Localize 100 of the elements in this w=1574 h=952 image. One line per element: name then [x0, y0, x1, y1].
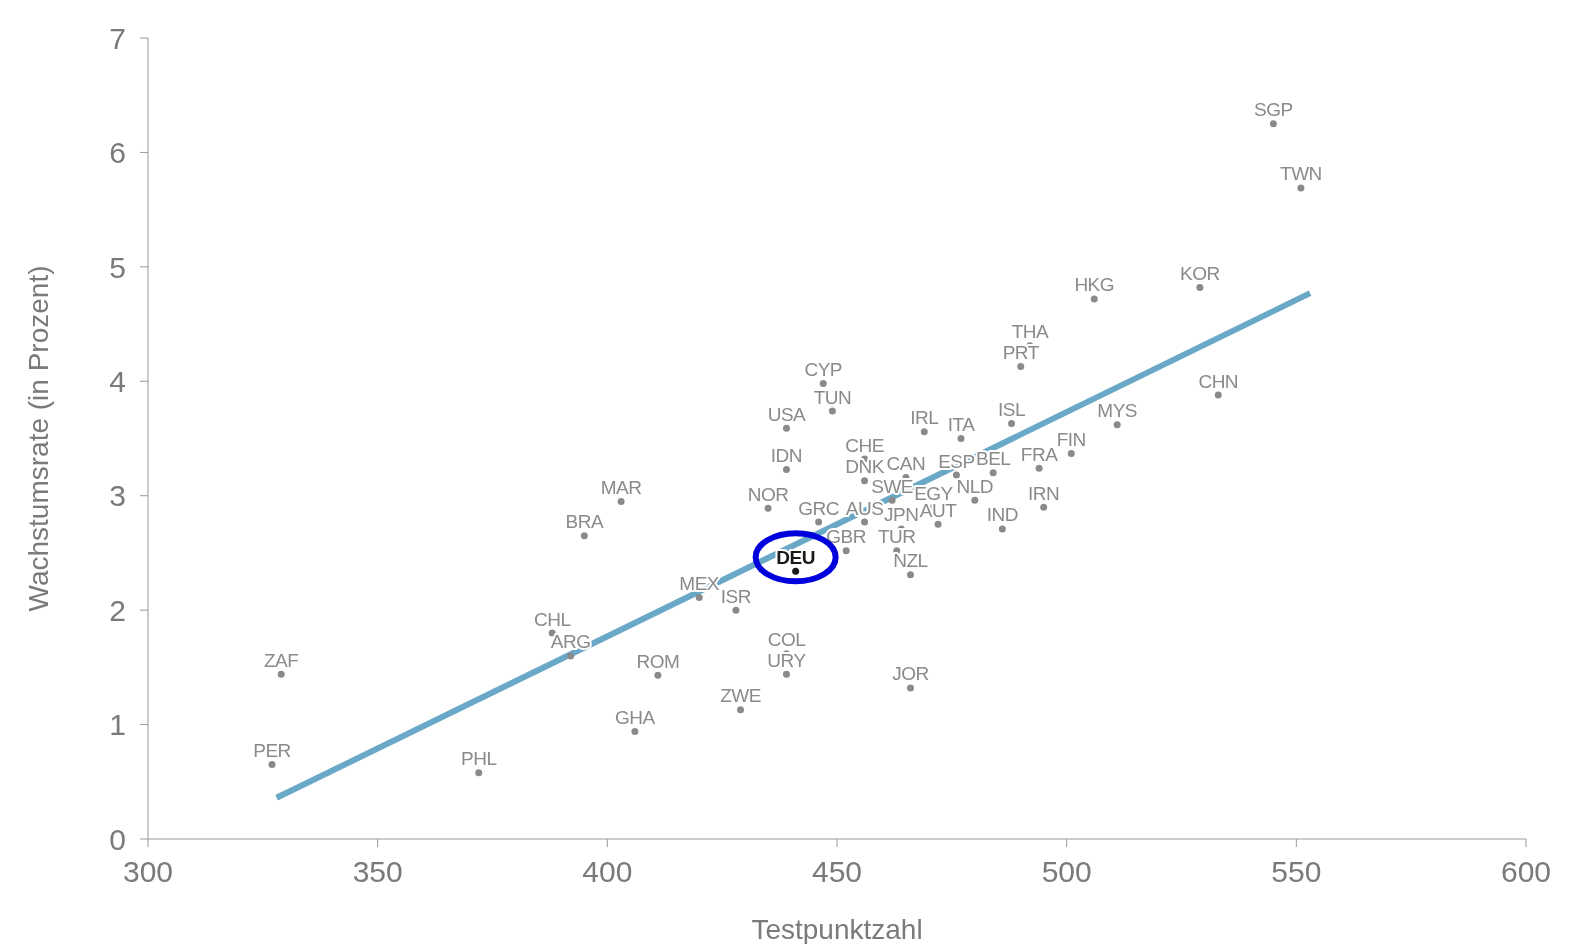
data-label: ISL — [998, 399, 1026, 421]
data-label: IND — [986, 504, 1018, 526]
data-label: TWN — [1280, 163, 1322, 185]
data-label: USA — [767, 403, 807, 425]
data-label: SWE — [871, 475, 914, 497]
point — [906, 684, 914, 692]
data-label: BRA — [565, 511, 604, 533]
point — [957, 435, 965, 442]
point — [631, 727, 639, 735]
y-tick-label: 2 — [109, 593, 126, 627]
point — [1269, 120, 1277, 128]
point — [1035, 464, 1043, 472]
data-label: CHE — [845, 434, 884, 456]
data-label: JPN — [884, 504, 919, 526]
data-label: CHN — [1198, 370, 1239, 392]
x-tick-label: 350 — [352, 855, 403, 889]
data-label: JOR — [892, 663, 929, 685]
point — [906, 571, 914, 579]
data-label: NZL — [893, 550, 928, 572]
point — [782, 465, 790, 473]
data-label: IRL — [910, 407, 939, 429]
data-label: GBR — [826, 526, 867, 548]
data-label: FRA — [1020, 443, 1059, 465]
point — [842, 547, 850, 555]
point — [1067, 449, 1075, 457]
point — [888, 496, 896, 504]
point — [1297, 184, 1305, 192]
data-label: ZAF — [264, 649, 299, 671]
data-label: GRC — [798, 497, 839, 519]
y-tick-label: 4 — [109, 364, 126, 398]
data-label: MAR — [600, 476, 642, 498]
point — [989, 469, 997, 477]
x-tick-label: 400 — [582, 855, 633, 889]
point — [861, 477, 869, 485]
y-tick-label: 5 — [109, 250, 126, 284]
point — [1008, 420, 1016, 428]
point — [475, 769, 483, 777]
data-label: CYP — [804, 359, 843, 381]
point — [268, 761, 276, 769]
y-tick-label: 6 — [109, 136, 126, 170]
y-tick-label: 7 — [109, 21, 126, 55]
point — [861, 518, 869, 526]
point — [815, 518, 823, 526]
point — [920, 428, 928, 436]
data-label: FIN — [1056, 428, 1086, 450]
data-label: PER — [253, 740, 291, 762]
y-tick-label: 1 — [109, 708, 126, 742]
point — [732, 606, 740, 614]
point — [782, 670, 790, 678]
data-label: SGP — [1254, 99, 1293, 121]
data-label: URY — [767, 649, 807, 671]
data-label: CHL — [533, 608, 571, 630]
data-label: DNK — [845, 456, 885, 478]
x-tick-label: 600 — [1500, 855, 1552, 889]
point — [277, 670, 285, 678]
data-label: GHA — [615, 706, 656, 728]
data-label: NOR — [747, 483, 789, 505]
data-label: CAN — [886, 452, 926, 474]
y-axis-title: Wachstumsrate (in Prozent) — [22, 265, 54, 612]
point — [828, 407, 836, 415]
point — [695, 594, 703, 602]
point — [764, 504, 772, 512]
point — [580, 532, 588, 540]
data-label: ISR — [720, 585, 752, 607]
data-label: COL — [767, 629, 806, 651]
data-label: IRN — [1028, 482, 1060, 504]
data-label: PHL — [460, 748, 497, 770]
point — [952, 471, 960, 479]
point — [617, 497, 625, 505]
point — [1196, 283, 1204, 291]
point — [1113, 421, 1121, 429]
data-label: ROM — [636, 650, 680, 672]
data-label: KOR — [1180, 262, 1220, 284]
x-tick-label: 550 — [1271, 855, 1322, 889]
point — [567, 652, 575, 660]
x-tick-label: 500 — [1041, 855, 1092, 889]
point — [1017, 362, 1025, 370]
point — [792, 567, 800, 575]
data-label: THA — [1011, 321, 1049, 343]
data-label: ARG — [550, 631, 591, 653]
data-label: PRT — [1002, 341, 1040, 363]
point — [737, 706, 745, 714]
point — [1090, 295, 1098, 303]
data-label: DEU — [776, 546, 815, 568]
point — [1040, 503, 1048, 511]
y-tick-label: 3 — [109, 479, 126, 513]
data-label: BEL — [975, 448, 1011, 470]
point — [998, 525, 1006, 533]
point — [934, 520, 942, 528]
data-label: NLD — [956, 475, 994, 497]
x-tick-label: 450 — [811, 855, 863, 889]
y-tick-label: 0 — [109, 822, 126, 856]
data-label: IDN — [770, 444, 803, 466]
data-label: HKG — [1074, 274, 1115, 296]
point — [819, 380, 827, 388]
x-tick-label: 300 — [122, 855, 174, 889]
data-label: TUN — [813, 386, 852, 408]
point — [1214, 391, 1222, 399]
point — [782, 424, 790, 432]
point — [971, 496, 979, 504]
